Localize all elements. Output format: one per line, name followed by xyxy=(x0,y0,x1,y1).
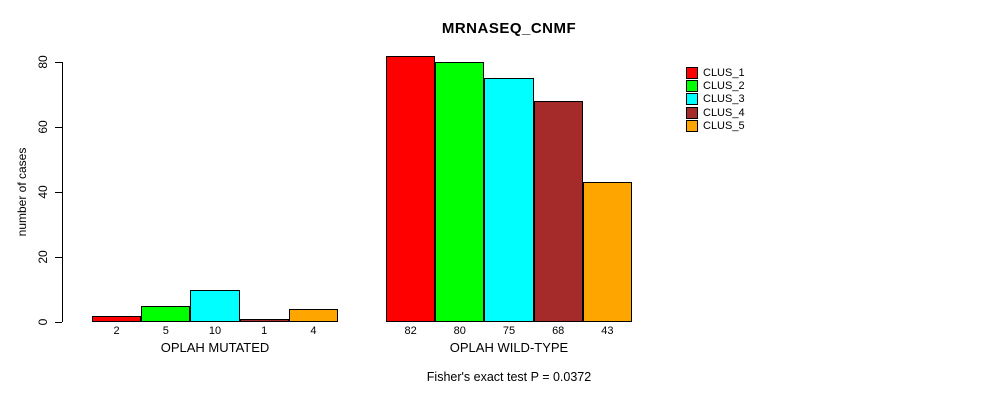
bar-clus_3-group2 xyxy=(484,78,534,322)
y-tick-label: 60 xyxy=(36,120,50,134)
group-label: OPLAH WILD-TYPE xyxy=(449,340,569,355)
bar-value-label: 1 xyxy=(261,325,268,337)
group-label: OPLAH MUTATED xyxy=(160,340,270,355)
legend-label: CLUS_4 xyxy=(703,106,745,119)
y-tick-label: 40 xyxy=(36,185,50,199)
y-axis-title: number of cases xyxy=(15,147,29,237)
bar-clus_4-group2 xyxy=(533,101,583,322)
legend-swatch-icon xyxy=(686,66,698,79)
footnote: Fisher's exact test P = 0.0372 xyxy=(426,370,592,384)
y-tick-label: 0 xyxy=(36,318,50,326)
y-tick xyxy=(55,126,62,128)
bar-value-label: 75 xyxy=(502,325,516,337)
bar-value-label: 2 xyxy=(113,325,120,337)
bar-value-label: 43 xyxy=(601,325,614,337)
legend-label: CLUS_3 xyxy=(703,93,745,106)
bar-clus_3-group1 xyxy=(190,289,240,322)
legend-swatch-icon xyxy=(686,119,698,132)
legend-item-clus_1: CLUS_1 xyxy=(686,66,745,79)
legend-swatch-icon xyxy=(686,93,698,106)
legend-label: CLUS_2 xyxy=(703,79,745,92)
y-tick xyxy=(55,256,62,258)
bar-value-label: 68 xyxy=(552,325,565,337)
bar-value-label: 4 xyxy=(310,325,317,337)
y-tick xyxy=(55,321,62,323)
bar-clus_2-group2 xyxy=(435,62,485,322)
y-axis-line xyxy=(62,62,63,322)
legend-item-clus_4: CLUS_4 xyxy=(686,106,745,119)
bar-clus_1-group2 xyxy=(386,55,436,322)
bar-clus_5-group2 xyxy=(582,182,632,322)
bar-value-label: 82 xyxy=(404,325,417,337)
legend-swatch-icon xyxy=(686,106,698,119)
legend-swatch-icon xyxy=(686,79,698,92)
legend-item-clus_3: CLUS_3 xyxy=(686,93,745,106)
bar-clus_1-group1 xyxy=(92,315,142,322)
bar-value-label: 80 xyxy=(453,325,466,337)
chart-title: MRNASEQ_CNMF xyxy=(441,20,577,37)
y-tick xyxy=(55,61,62,63)
y-tick-label: 20 xyxy=(36,250,50,264)
legend-item-clus_2: CLUS_2 xyxy=(686,79,745,92)
legend-item-clus_5: CLUS_5 xyxy=(686,119,745,132)
y-tick-label: 80 xyxy=(36,55,50,69)
y-tick xyxy=(55,191,62,193)
legend-label: CLUS_1 xyxy=(703,66,745,79)
legend: CLUS_1 CLUS_2 CLUS_3 CLUS_4 CLUS_5 xyxy=(686,66,745,132)
bar-clus_4-group1 xyxy=(239,318,289,322)
bar-value-label: 10 xyxy=(208,325,222,337)
bar-clus_2-group1 xyxy=(141,305,191,322)
bar-clus_5-group1 xyxy=(288,309,338,322)
bar-value-label: 5 xyxy=(162,325,169,337)
legend-label: CLUS_5 xyxy=(703,119,745,132)
